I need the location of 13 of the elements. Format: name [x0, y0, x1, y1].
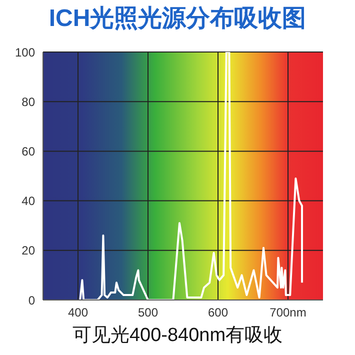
x-tick-label: 600 [208, 306, 228, 320]
chart-title: ICH光照光源分布吸收图 [48, 4, 308, 34]
y-tick-label: 0 [28, 293, 36, 308]
y-tick-label: 40 [22, 194, 36, 208]
text: 可见光400-840nm有吸收 [71, 324, 284, 348]
y-tick-label: 60 [22, 144, 36, 158]
line-series [79, 52, 303, 300]
y-tick-label: 100 [14, 45, 36, 60]
y-tick-label: 20 [22, 244, 36, 258]
y-tick-label: 80 [22, 94, 36, 109]
x-tick-label: 400 [68, 306, 88, 320]
x-tick-label: 700nm [270, 306, 306, 320]
x-tick-label: 500 [138, 306, 158, 320]
